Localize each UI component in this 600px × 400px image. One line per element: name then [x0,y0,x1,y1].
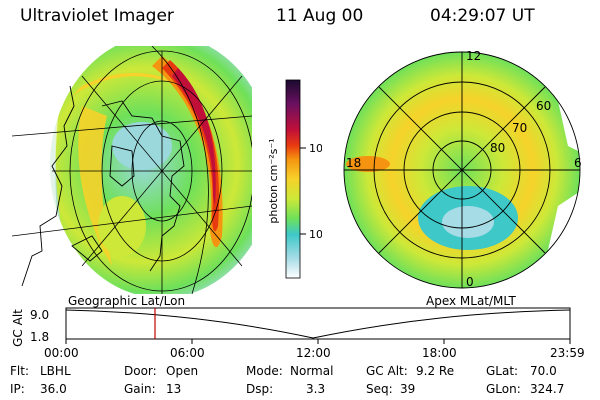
time-label: 04:29:07 UT [430,6,535,26]
dsp-value: 3.3 [306,382,326,396]
colorbar: photon cm⁻²s⁻¹ 100 10 [267,79,322,279]
gain-value: 13 [166,382,182,396]
lat-label-70: 70 [512,121,527,135]
lat-label-80: 80 [490,141,505,155]
timeline-ytick-bottom: 1.8 [30,330,49,344]
filter-value: LBHL [40,364,71,378]
timeline-xtick-0600: 06:00 [170,346,205,360]
timeline-xtick-0000: 00:00 [44,346,79,360]
mlt-label-6: 6 [574,156,582,170]
timeline-xtick-1800: 18:00 [422,346,457,360]
timeline-xtick-1200: 12:00 [296,346,331,360]
timeline-ytick-top: 9.0 [30,308,49,322]
door-label: Door: [124,364,157,378]
polar-map: 12 18 6 0 60 70 80 [343,49,582,289]
mlt-label-12: 12 [466,49,481,63]
gain-label: Gain: [124,382,156,396]
geographic-caption: Geographic Lat/Lon [68,294,186,308]
altitude-timeline: GC Alt 9.0 1.8 00:00 06:00 12:00 18:00 2… [11,307,585,360]
timeline-xtick-2359: 23:59 [550,346,585,360]
glat-value: 70.0 [530,364,557,378]
filter-label: Flt: [10,364,29,378]
seq-label: Seq: [366,382,393,396]
colorbar-tick-100: 100 [309,142,322,155]
timeline-axis-label: GC Alt [11,309,25,347]
mode-value: Normal [290,364,334,378]
mlt-label-18: 18 [346,156,361,170]
geographic-map [12,46,252,294]
colorbar-unit: photon cm⁻²s⁻¹ [267,138,280,223]
glat-label: GLat: [486,364,519,378]
instrument-title: Ultraviolet Imager [20,6,174,26]
mode-label: Mode: [246,364,283,378]
glon-label: GLon: [486,382,521,396]
door-value: Open [166,364,199,378]
dsp-label: Dsp: [246,382,274,396]
gc-alt-value: 9.2 Re [416,364,455,378]
polar-caption: Apex MLat/MLT [426,294,516,308]
colorbar-tick-10: 10 [309,228,322,241]
seq-value: 39 [400,382,416,396]
ip-value: 36.0 [40,382,67,396]
mlt-label-0: 0 [466,275,474,289]
glon-value: 324.7 [530,382,565,396]
lat-label-60: 60 [536,99,551,113]
date-label: 11 Aug 00 [276,6,364,26]
gc-alt-label: GC Alt: [366,364,408,378]
ip-label: IP: [10,382,25,396]
